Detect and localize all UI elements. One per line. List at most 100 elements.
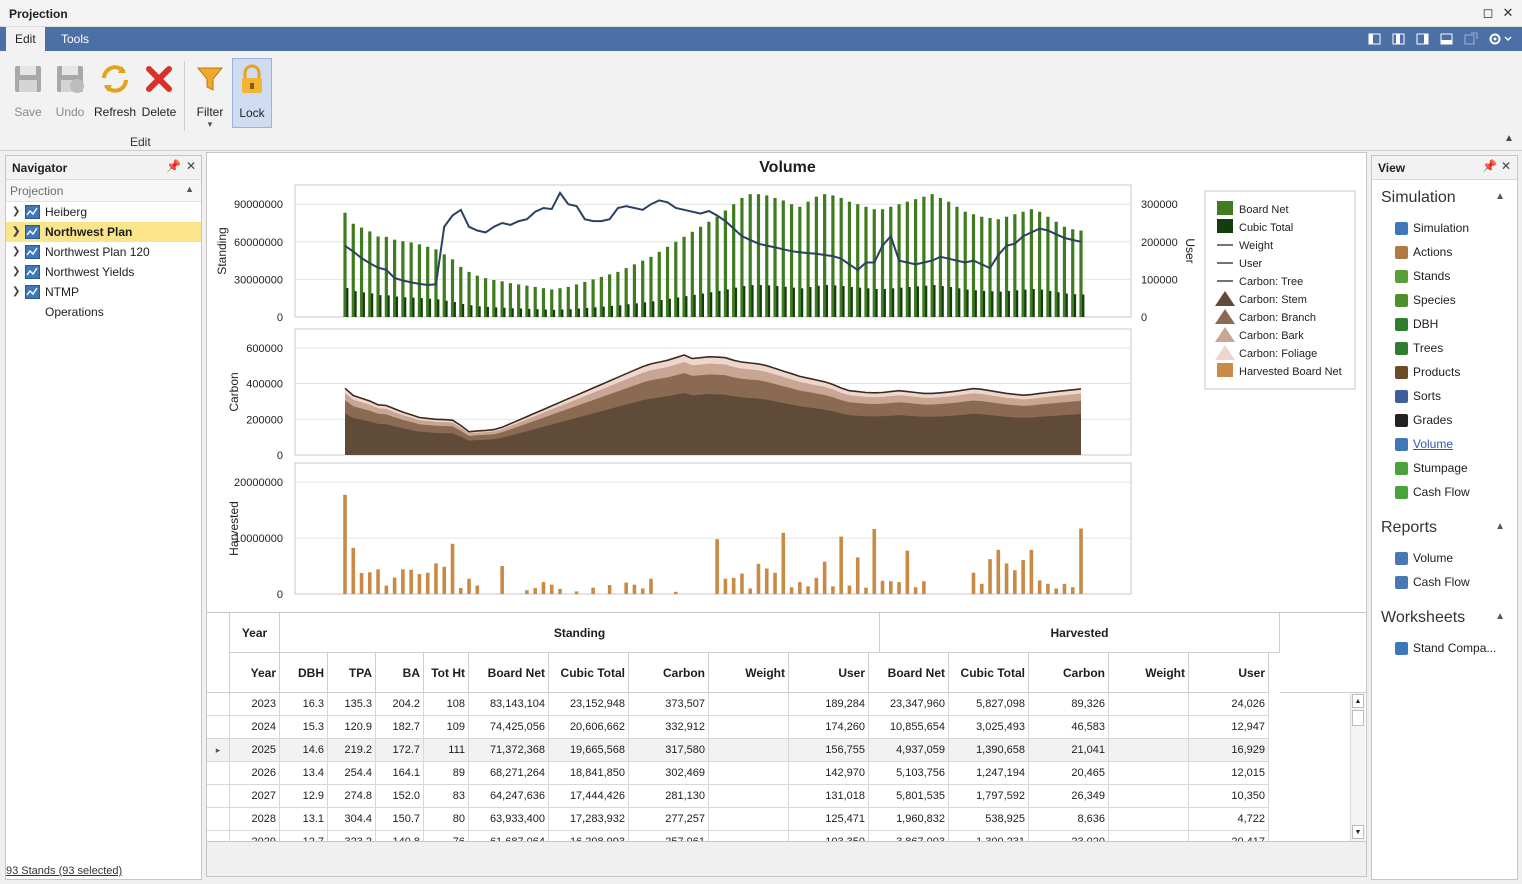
close-icon[interactable]: ✕ (1501, 159, 1512, 173)
view-item[interactable]: DBH (1372, 312, 1517, 336)
chevron-right-icon[interactable]: ❯ (12, 286, 21, 297)
view-item[interactable]: Actions (1372, 240, 1517, 264)
tab-tools[interactable]: Tools (61, 32, 90, 46)
table-cell: 24,026 (1189, 693, 1269, 716)
gear-icon[interactable] (1488, 32, 1514, 46)
pin-icon[interactable]: 📌 (166, 159, 181, 173)
column-header[interactable]: Carbon (1029, 653, 1109, 693)
bar-cubic-total (643, 302, 647, 317)
bar-cubic-total (395, 296, 399, 317)
row-indicator[interactable] (207, 762, 230, 785)
row-indicator[interactable] (207, 808, 230, 831)
refresh-button[interactable]: Refresh (92, 58, 138, 132)
close-icon[interactable]: ✕ (1502, 5, 1514, 20)
column-header[interactable]: User (789, 653, 869, 693)
column-header[interactable]: Year (230, 653, 280, 693)
delete-button[interactable]: Delete (140, 58, 178, 132)
view-section-header[interactable]: Reports ▲ (1372, 510, 1517, 546)
row-indicator[interactable] (207, 785, 230, 808)
layout-icon[interactable] (1440, 32, 1454, 46)
navigator-item[interactable]: ❯ Northwest Plan (6, 222, 201, 242)
popout-icon[interactable] (1464, 32, 1478, 46)
view-item[interactable]: Products (1372, 360, 1517, 384)
view-item[interactable]: Sorts (1372, 384, 1517, 408)
column-header[interactable]: Cubic Total (949, 653, 1029, 693)
row-indicator[interactable]: ▸ (207, 739, 230, 762)
group-header-harvested[interactable]: Harvested (880, 613, 1280, 653)
column-header[interactable]: Tot Ht (424, 653, 469, 693)
row-indicator[interactable] (207, 716, 230, 739)
table-cell: 1,300,231 (949, 831, 1029, 841)
lock-button[interactable]: Lock (232, 58, 272, 128)
vertical-scrollbar[interactable]: ▲ ▼ (1350, 693, 1365, 841)
column-header[interactable]: Cubic Total (549, 653, 629, 693)
view-section-header[interactable]: Worksheets ▲ (1372, 600, 1517, 636)
chevron-up-icon[interactable]: ▲ (1495, 611, 1505, 622)
bar-board-net (574, 284, 579, 317)
layout-icon[interactable] (1392, 32, 1406, 46)
group-header-year[interactable]: Year (230, 613, 280, 653)
table-cell (709, 716, 789, 739)
bar-board-net (732, 204, 736, 317)
view-section-header[interactable]: Simulation ▲ (1372, 180, 1517, 216)
navigator-item[interactable]: Operations (6, 302, 201, 322)
chevron-down-icon[interactable]: ▼ (206, 120, 214, 129)
scroll-up-icon[interactable]: ▲ (1352, 694, 1364, 708)
view-item[interactable]: Volume (1372, 546, 1517, 570)
restore-icon[interactable]: ◻ (1482, 5, 1494, 20)
navigator-item[interactable]: ❯ Northwest Yields (6, 262, 201, 282)
view-item[interactable]: Stumpage (1372, 456, 1517, 480)
y-axis-label: Harvested (227, 501, 241, 556)
row-indicator[interactable] (207, 831, 230, 841)
column-header[interactable]: DBH (280, 653, 328, 693)
close-icon[interactable]: ✕ (186, 159, 197, 173)
column-header[interactable]: User (1189, 653, 1269, 693)
view-item[interactable]: Cash Flow (1372, 480, 1517, 504)
layout-icon[interactable] (1416, 32, 1430, 46)
view-item[interactable]: Grades (1372, 408, 1517, 432)
navigator-item[interactable]: ❯ Heiberg (6, 202, 201, 222)
navigator-title: Navigator (12, 161, 68, 175)
view-item[interactable]: Cash Flow (1372, 570, 1517, 594)
column-header[interactable]: BA (376, 653, 424, 693)
pin-icon[interactable]: 📌 (1482, 159, 1497, 173)
column-header[interactable]: TPA (328, 653, 376, 693)
column-header[interactable]: Carbon (629, 653, 709, 693)
column-header[interactable]: Board Net (469, 653, 549, 693)
chevron-right-icon[interactable]: ❯ (12, 226, 21, 237)
column-header[interactable]: Weight (709, 653, 789, 693)
layout-icon[interactable] (1368, 32, 1382, 46)
chevron-right-icon[interactable]: ❯ (12, 246, 21, 257)
view-item-label: Stumpage (1413, 461, 1468, 475)
view-item[interactable]: Stands (1372, 264, 1517, 288)
column-header[interactable]: Weight (1109, 653, 1189, 693)
bar-harvested-board-net (392, 577, 397, 594)
save-button[interactable]: Save (8, 58, 48, 132)
bar-harvested-board-net (922, 581, 926, 594)
undo-button[interactable]: Undo (50, 58, 90, 132)
view-item[interactable]: Volume (1372, 432, 1517, 456)
chevron-up-icon[interactable]: ▲ (1495, 191, 1505, 202)
navigator-column-header[interactable]: Projection ▲ (6, 180, 201, 202)
chevron-up-icon[interactable]: ▲ (1495, 521, 1505, 532)
scroll-thumb[interactable] (1352, 710, 1364, 726)
chevron-right-icon[interactable]: ❯ (12, 206, 21, 217)
bar-board-net (806, 201, 810, 317)
tab-edit[interactable]: Edit (6, 27, 45, 51)
navigator-item[interactable]: ❯ Northwest Plan 120 (6, 242, 201, 262)
navigator-item[interactable]: ❯ NTMP (6, 282, 201, 302)
view-item[interactable]: Simulation (1372, 216, 1517, 240)
view-item[interactable]: Stand Compa... (1372, 636, 1517, 660)
collapse-ribbon-icon[interactable]: ▲ (1504, 133, 1514, 144)
table-cell (1109, 739, 1189, 762)
column-header[interactable]: Board Net (869, 653, 949, 693)
view-item[interactable]: Species (1372, 288, 1517, 312)
view-item-label: Species (1413, 293, 1456, 307)
row-indicator[interactable] (207, 693, 230, 716)
filter-button[interactable]: Filter ▼ (192, 58, 228, 132)
group-header-standing[interactable]: Standing (280, 613, 880, 653)
chevron-right-icon[interactable]: ❯ (12, 266, 21, 277)
view-item[interactable]: Trees (1372, 336, 1517, 360)
scroll-down-icon[interactable]: ▼ (1352, 825, 1364, 839)
bar-harvested-board-net (872, 528, 877, 594)
